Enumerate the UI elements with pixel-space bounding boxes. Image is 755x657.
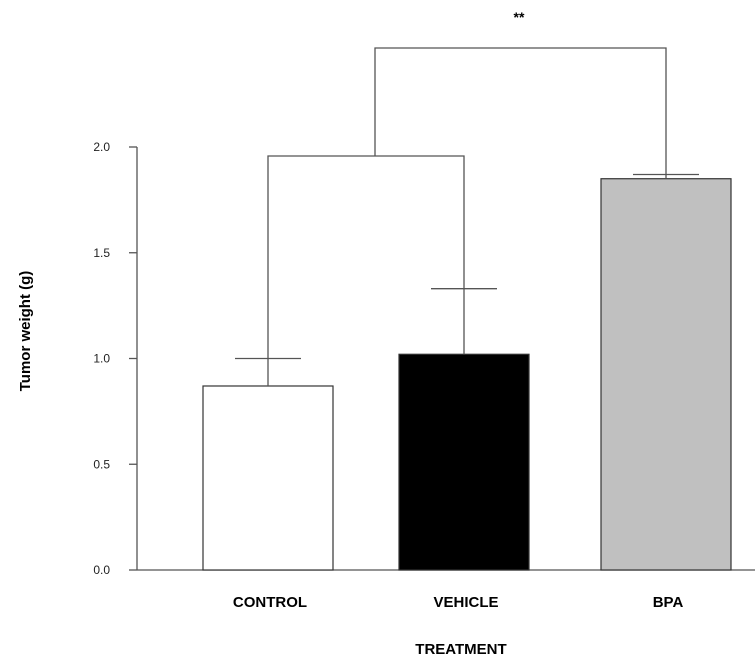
x-axis-title: TREATMENT [415, 641, 506, 657]
bar-control [202, 385, 334, 571]
bracket-control-vehicle [267, 155, 465, 359]
category-label-control: CONTROL [233, 594, 307, 611]
y-tick-label: 0.5 [93, 457, 110, 471]
y-axis-title: Tumor weight (g) [17, 271, 34, 392]
y-axis: 0.0 0.5 1.0 1.5 2.0 [93, 140, 138, 577]
y-tick-label: 2.0 [93, 140, 110, 154]
bar-vehicle [398, 353, 530, 571]
significance-label: ** [514, 9, 525, 25]
y-tick-label: 0.0 [93, 563, 110, 577]
y-tick-label: 1.0 [93, 352, 110, 366]
bar-bpa [600, 178, 732, 571]
bars [202, 178, 732, 571]
category-label-bpa: BPA [653, 594, 684, 611]
bracket-combined-bpa [374, 47, 667, 175]
category-labels: CONTROL VEHICLE BPA [233, 594, 684, 611]
significance-brackets [267, 47, 667, 359]
y-tick-label: 1.5 [93, 246, 110, 260]
category-label-vehicle: VEHICLE [433, 594, 498, 611]
